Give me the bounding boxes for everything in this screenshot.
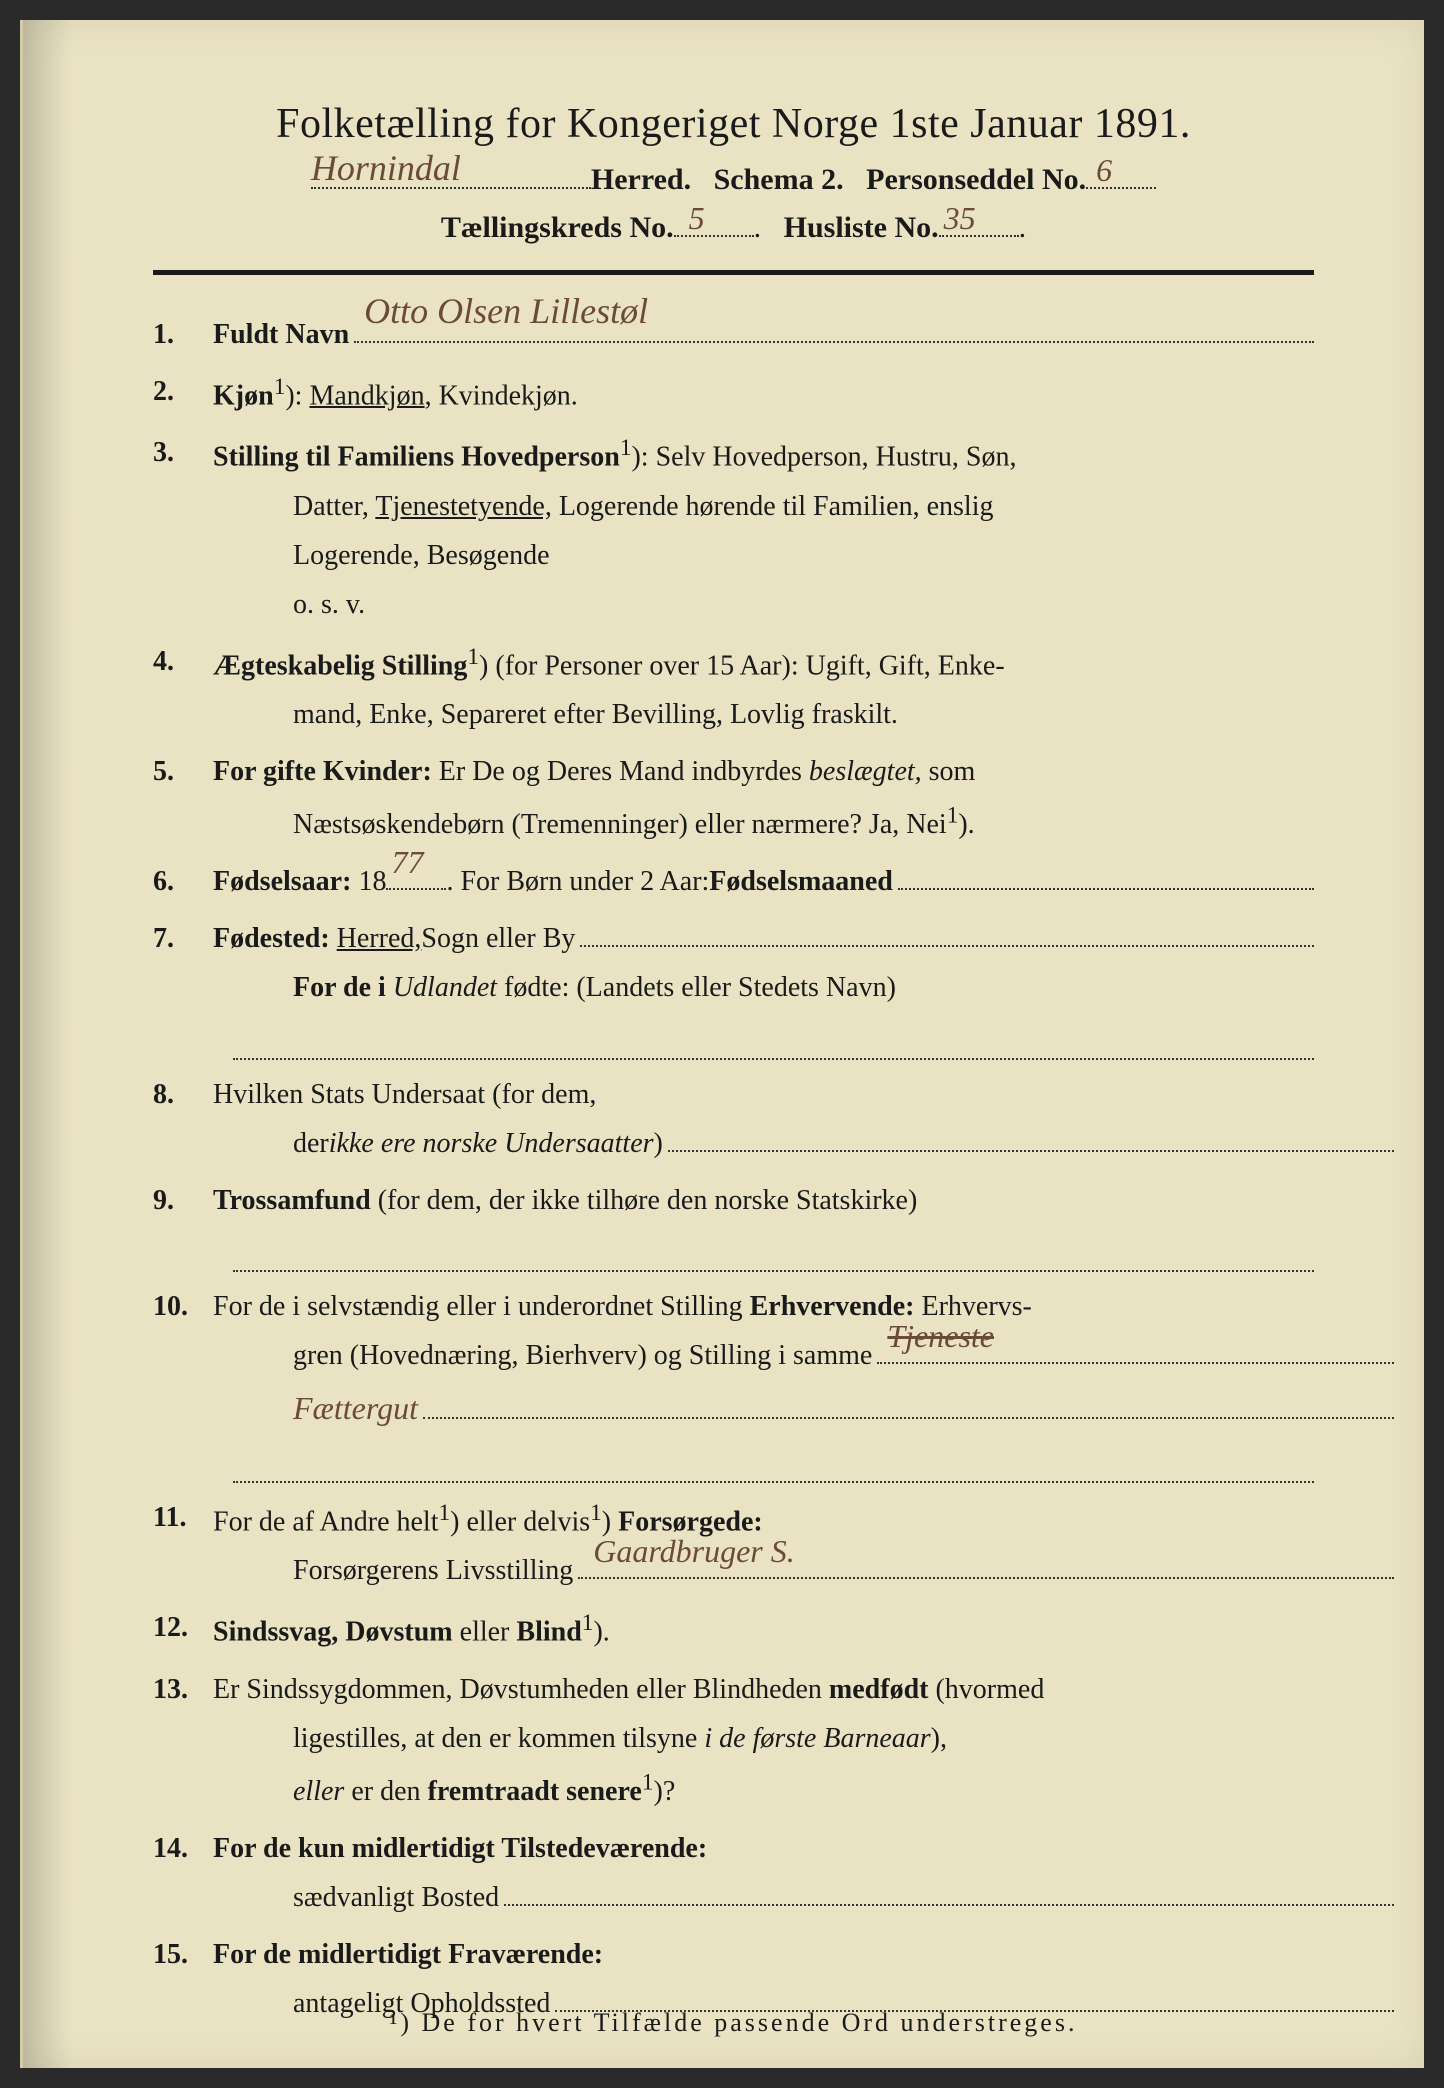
item-10-hw2: Fættergut bbox=[293, 1380, 418, 1436]
item-10: 10. For de i selvstændig eller i underor… bbox=[153, 1282, 1314, 1436]
item-8: 8. Hvilken Stats Undersaat (for dem, der… bbox=[153, 1070, 1314, 1168]
item-1-label: Fuldt Navn bbox=[213, 310, 349, 359]
item-5-num: 5. bbox=[153, 747, 213, 849]
taellingskreds-label: Tællingskreds No. bbox=[441, 211, 674, 244]
schema-label: Schema 2. bbox=[714, 163, 844, 196]
item-3-num: 3. bbox=[153, 428, 213, 628]
item-12-label: Sindssvag, Døvstum bbox=[213, 1617, 453, 1648]
item-11-line2: Forsørgerens Livsstilling bbox=[293, 1546, 573, 1595]
item-14-num: 14. bbox=[153, 1824, 213, 1922]
item-3-line2: Datter, Tjenestetyende, Logerende hørend… bbox=[293, 491, 993, 522]
item-1-num: 1. bbox=[153, 310, 213, 359]
item-11: 11. For de af Andre helt1) eller delvis1… bbox=[153, 1493, 1314, 1595]
form-header: Folketælling for Kongeriget Norge 1ste J… bbox=[153, 100, 1314, 245]
herred-label: Herred. bbox=[591, 163, 691, 196]
item-6-year-hw: 77 bbox=[391, 834, 423, 890]
item-11-num: 11. bbox=[153, 1493, 213, 1595]
item-7-rest: Sogn eller By bbox=[421, 914, 575, 963]
item-2: 2. Kjøn1): Mandkjøn, Kvindekjøn. bbox=[153, 367, 1314, 420]
item-2-sup: 1 bbox=[274, 374, 286, 400]
item-4-line2: mand, Enke, Separeret efter Bevilling, L… bbox=[293, 699, 898, 730]
herred-line: Hornindal Herred. Schema 2. Personseddel… bbox=[153, 163, 1314, 197]
item-4: 4. Ægteskabelig Stilling1) (for Personer… bbox=[153, 637, 1314, 739]
item-9: 9. Trossamfund (for dem, der ikke tilhør… bbox=[153, 1176, 1314, 1225]
item-13: 13. Er Sindssygdommen, Døvstumheden elle… bbox=[153, 1665, 1314, 1816]
personseddel-hw: 6 bbox=[1096, 152, 1112, 189]
item-3-line4: o. s. v. bbox=[293, 589, 365, 620]
header-divider bbox=[153, 270, 1314, 275]
item-7-num: 7. bbox=[153, 914, 213, 1012]
item-7: 7. Fødested: Herred, Sogn eller By For d… bbox=[153, 914, 1314, 1012]
item-10-line2: gren (Hovednæring, Bierhverv) og Stillin… bbox=[293, 1331, 872, 1380]
item-3-label: Stilling til Familiens Hovedperson bbox=[213, 442, 620, 473]
item-1: 1. Fuldt Navn Otto Olsen Lillestøl bbox=[153, 310, 1314, 359]
item-5: 5. For gifte Kvinder: Er De og Deres Man… bbox=[153, 747, 1314, 849]
item-6-label2: Fødselsmaaned bbox=[709, 857, 893, 906]
item-5-label: For gifte Kvinder: bbox=[213, 756, 432, 787]
item-7-underlined: Herred, bbox=[337, 914, 422, 963]
item-11-hw: Gaardbruger S. bbox=[593, 1523, 794, 1579]
item-7-blank-line bbox=[233, 1020, 1314, 1059]
taellingskreds-hw: 5 bbox=[689, 200, 705, 237]
item-3-underlined: Tjenestetyende, bbox=[375, 491, 551, 522]
item-10-blank-line bbox=[233, 1444, 1314, 1483]
item-7-label: Fødested: bbox=[213, 914, 330, 963]
form-title: Folketælling for Kongeriget Norge 1ste J… bbox=[153, 100, 1314, 148]
footnote: ¹) De for hvert Tilfælde passende Ord un… bbox=[153, 2008, 1314, 2038]
item-4-label: Ægteskabelig Stilling bbox=[213, 650, 467, 681]
item-8-num: 8. bbox=[153, 1070, 213, 1168]
item-8-line1: Hvilken Stats Undersaat (for dem, bbox=[213, 1079, 596, 1110]
item-9-label: Trossamfund bbox=[213, 1185, 371, 1216]
item-9-rest: (for dem, der ikke tilhøre den norske St… bbox=[371, 1185, 918, 1216]
item-12-num: 12. bbox=[153, 1603, 213, 1656]
item-15-label: For de midlertidigt Fraværende: bbox=[213, 1939, 603, 1970]
item-10-pre: For de i selvstændig eller i underordnet… bbox=[213, 1291, 750, 1322]
item-14-label: For de kun midlertidigt Tilstedeværende: bbox=[213, 1833, 707, 1864]
item-3-rest: ): Selv Hovedperson, Hustru, Søn, bbox=[631, 442, 1016, 473]
item-5-italic: beslægtet, bbox=[809, 756, 922, 787]
item-6-label: Fødselsaar: bbox=[213, 857, 351, 906]
form-items: 1. Fuldt Navn Otto Olsen Lillestøl 2. Kj… bbox=[153, 310, 1314, 2028]
item-12: 12. Sindssvag, Døvstum eller Blind1). bbox=[153, 1603, 1314, 1656]
item-3-line3: Logerende, Besøgende bbox=[293, 540, 550, 571]
item-10-num: 10. bbox=[153, 1282, 213, 1436]
binding-shadow bbox=[23, 20, 73, 2068]
personseddel-label: Personseddel No. bbox=[866, 163, 1086, 196]
item-2-underlined: Mandkjøn bbox=[309, 380, 424, 411]
item-6-num: 6. bbox=[153, 857, 213, 906]
item-6: 6. Fødselsaar: 18 77 . For Børn under 2 … bbox=[153, 857, 1314, 906]
item-2-num: 2. bbox=[153, 367, 213, 420]
census-form-page: Folketælling for Kongeriget Norge 1ste J… bbox=[20, 20, 1424, 2068]
item-3-sup: 1 bbox=[620, 435, 632, 461]
item-4-num: 4. bbox=[153, 637, 213, 739]
husliste-label: Husliste No. bbox=[784, 211, 939, 244]
kreds-line: Tællingskreds No. 5 . Husliste No. 35 . bbox=[153, 211, 1314, 245]
item-14: 14. For de kun midlertidigt Tilstedevære… bbox=[153, 1824, 1314, 1922]
item-14-line2: sædvanligt Bosted bbox=[293, 1873, 499, 1922]
husliste-hw: 35 bbox=[944, 200, 976, 237]
item-6-mid: . For Børn under 2 Aar: bbox=[446, 857, 709, 906]
herred-handwritten: Hornindal bbox=[311, 147, 461, 189]
item-13-num: 13. bbox=[153, 1665, 213, 1816]
item-4-sup: 1 bbox=[467, 644, 479, 670]
item-4-rest: ) (for Personer over 15 Aar): Ugift, Gif… bbox=[479, 650, 1005, 681]
item-10-hw1: Tjeneste bbox=[887, 1308, 994, 1364]
item-2-label: Kjøn bbox=[213, 380, 274, 411]
item-6-year-prefix: 18 bbox=[358, 857, 386, 906]
item-3: 3. Stilling til Familiens Hovedperson1):… bbox=[153, 428, 1314, 628]
item-7-line2: For de i Udlandet fødte: (Landets eller … bbox=[293, 972, 896, 1003]
item-1-hw: Otto Olsen Lillestøl bbox=[364, 280, 648, 343]
item-9-blank-line bbox=[233, 1233, 1314, 1272]
item-9-num: 9. bbox=[153, 1176, 213, 1225]
